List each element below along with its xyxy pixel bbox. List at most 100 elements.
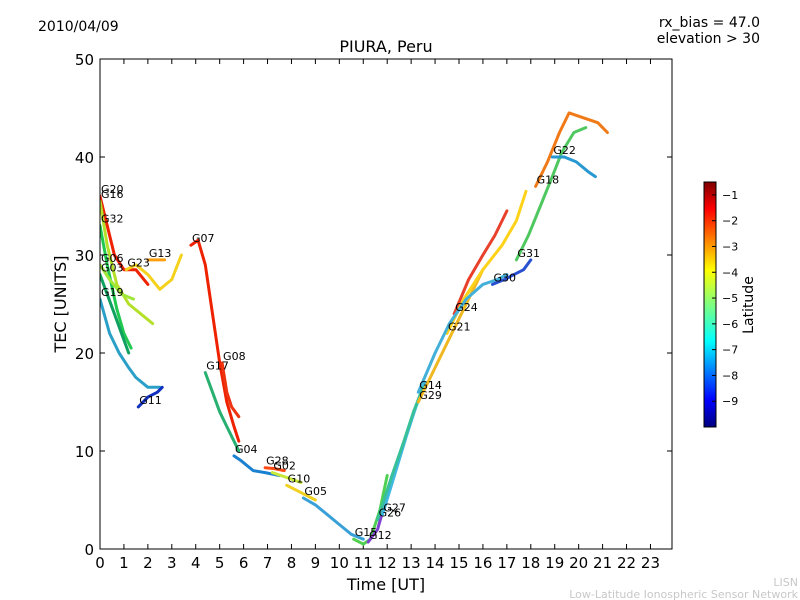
satellite-label-g14: G14 (419, 379, 442, 392)
footer-org-long: Low-Latitude Ionospheric Sensor Network (569, 588, 798, 600)
elevation-label: elevation > 30 (657, 31, 760, 47)
colorbar-label: Latitude (741, 276, 757, 334)
series-g24 (452, 209, 509, 316)
satellite-label-g29: G29 (419, 389, 442, 402)
satellite-label-g12: G12 (369, 529, 392, 542)
x-tick-label: 2 (143, 554, 153, 572)
y-axis-label: TEC [UNITS] (51, 256, 70, 354)
series-g02 (270, 471, 303, 484)
series-g32 (100, 224, 133, 350)
satellite-label-g23: G23 (127, 257, 150, 270)
y-tick-label: 20 (75, 345, 94, 363)
series-g22 (550, 155, 597, 179)
satellite-label-g06: G06 (101, 252, 124, 265)
series-g19 (100, 297, 162, 389)
x-tick-label: 23 (641, 554, 660, 572)
satellite-label-g22: G22 (553, 144, 576, 157)
satellite-label-g03: G03 (101, 262, 124, 275)
x-tick-label: 17 (497, 554, 516, 572)
series-g03 (100, 273, 131, 355)
x-tick-label: 20 (569, 554, 588, 572)
series-g26 (376, 385, 425, 522)
x-tick-label: 7 (263, 554, 273, 572)
x-tick-label: 21 (593, 554, 612, 572)
colorbar (703, 181, 717, 428)
series-g29 (416, 268, 485, 404)
satellite-label-g31: G31 (517, 247, 540, 260)
series-layer (100, 111, 609, 546)
x-axis-label: Time [UT] (346, 575, 425, 594)
satellite-label-g32: G32 (101, 213, 124, 226)
x-tick-label: 0 (95, 554, 105, 572)
x-tick-label: 16 (473, 554, 492, 572)
satellite-label-g27: G27 (383, 502, 406, 515)
colorbar-tick-label: −2 (722, 215, 738, 228)
colorbar-tick-label: −3 (722, 240, 738, 253)
x-tick-label: 1 (119, 554, 129, 572)
x-tick-label: 19 (545, 554, 564, 572)
satellite-label-g21: G21 (448, 320, 471, 333)
satellite-label-g08: G08 (223, 350, 246, 363)
y-tick-label: 0 (84, 541, 94, 559)
x-tick-label: 6 (239, 554, 249, 572)
series-g08 (220, 361, 241, 419)
series-g23 (124, 253, 183, 291)
series-g06 (100, 263, 135, 301)
satellite-label-g15: G15 (355, 526, 378, 539)
axis-ticks: 0 1 2 3 4 5 6 7 8 9 10 11 12 13 14 15 16 17 18 19 20 21 22 2301… (75, 51, 672, 572)
y-tick-label: 30 (75, 247, 94, 265)
x-tick-label: 14 (426, 554, 445, 572)
series-g17 (203, 371, 241, 453)
colorbar-tick-label: −8 (722, 369, 738, 382)
x-tick-label: 10 (330, 554, 349, 572)
series-g14 (416, 273, 509, 394)
colorbar-tick-label: −7 (722, 344, 738, 357)
series-g28 (263, 466, 286, 473)
satellite-label-g26: G26 (379, 507, 402, 520)
series-g30 (491, 258, 533, 286)
x-tick-label: 15 (449, 554, 468, 572)
satellite-label-g18: G18 (537, 173, 560, 186)
x-tick-label: 9 (311, 554, 321, 572)
series-g10 (285, 483, 317, 502)
x-tick-label: 11 (354, 554, 373, 572)
x-tick-label: 4 (191, 554, 201, 572)
satellite-label-g05: G05 (304, 485, 327, 498)
date-label: 2010/04/09 (38, 19, 119, 35)
satellite-label-g16: G16 (101, 188, 124, 201)
series-g11 (136, 385, 164, 409)
colorbar-tick-label: −5 (722, 292, 738, 305)
chart-title: PIURA, Peru (339, 37, 432, 56)
satellite-label-g04: G04 (235, 443, 258, 456)
satellite-label-g30: G30 (494, 271, 517, 284)
x-tick-label: 18 (521, 554, 540, 572)
series-g07 (189, 238, 241, 443)
satellite-label-g10: G10 (288, 472, 311, 485)
satellite-label-g13: G13 (149, 247, 172, 260)
colorbar-tick-label: −4 (722, 266, 738, 279)
y-tick-label: 50 (75, 51, 94, 69)
satellite-label-g24: G24 (455, 301, 478, 314)
series-g18 (534, 111, 609, 188)
colorbar-ticks: −9 −8 −7 −6 −5 −4 −3 −2 −1 (712, 189, 738, 408)
x-tick-label: 5 (215, 554, 225, 572)
series-g20 (100, 194, 150, 286)
rx-bias-label: rx_bias = 47.0 (659, 15, 760, 31)
satellite-label-g11: G11 (139, 394, 162, 407)
colorbar-tick-label: −6 (722, 318, 738, 331)
x-tick-label: 12 (378, 554, 397, 572)
series-g05 (301, 496, 365, 541)
satellite-label-g02: G02 (273, 460, 296, 473)
series-g04 (232, 454, 281, 477)
colorbar-tick-label: −1 (722, 189, 738, 202)
colorbar-tick-label: −9 (722, 395, 738, 408)
footer-org-short: LISN (773, 576, 798, 589)
satellite-label-g19: G19 (101, 286, 124, 299)
satellite-label-g28: G28 (266, 455, 289, 468)
plot-frame (99, 58, 673, 550)
y-tick-label: 10 (75, 443, 94, 461)
satellite-label-g20: G20 (101, 183, 124, 196)
y-tick-label: 40 (75, 149, 94, 167)
